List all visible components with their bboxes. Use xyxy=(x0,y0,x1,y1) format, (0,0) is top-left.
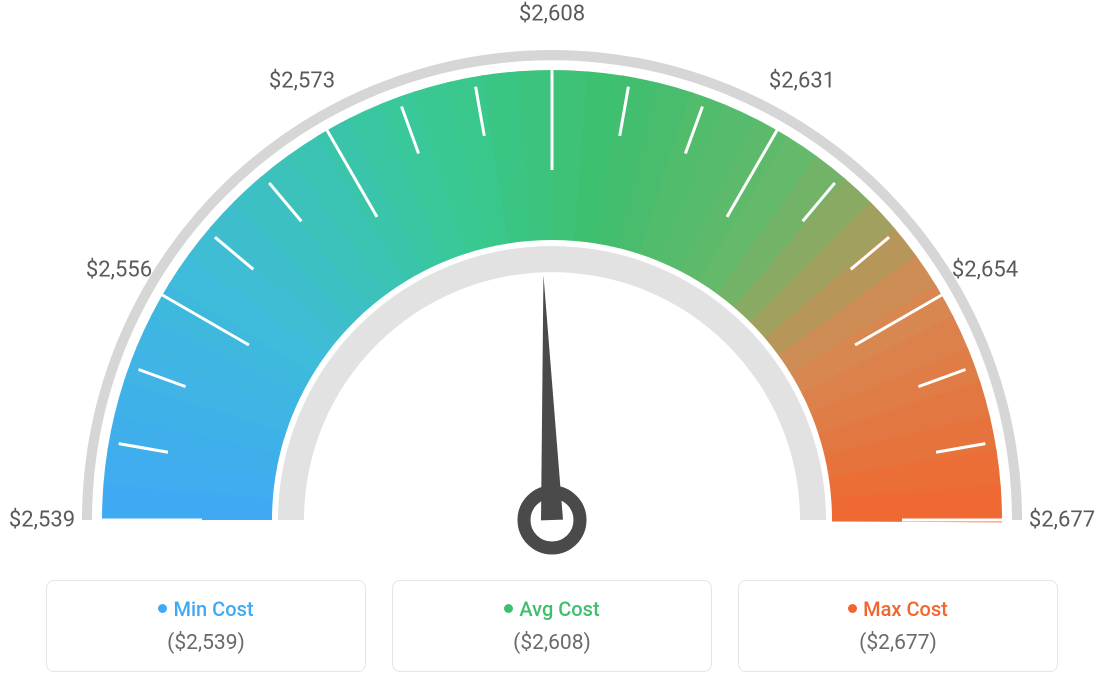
legend-row: Min Cost ($2,539) Avg Cost ($2,608) Max … xyxy=(0,560,1104,672)
gauge-tick-label: $2,608 xyxy=(519,2,585,27)
legend-value-max: ($2,677) xyxy=(751,631,1045,655)
gauge-tick-label: $2,654 xyxy=(952,258,1018,283)
gauge-container: $2,539 $2,556 $2,573 $2,608 $2,631 $2,654 $2,6… xyxy=(0,0,1104,560)
legend-label-max: Max Cost xyxy=(863,597,948,621)
legend-label-min: Min Cost xyxy=(173,597,253,621)
legend-label-avg: Avg Cost xyxy=(519,597,599,621)
legend-card-avg: Avg Cost ($2,608) xyxy=(392,580,712,672)
gauge-chart xyxy=(0,0,1104,560)
gauge-tick-label: $2,631 xyxy=(769,68,835,93)
dot-icon xyxy=(158,604,167,613)
gauge-tick-label: $2,539 xyxy=(9,508,75,533)
gauge-tick-label: $2,556 xyxy=(86,258,152,283)
legend-card-max: Max Cost ($2,677) xyxy=(738,580,1058,672)
dot-icon xyxy=(504,604,513,613)
legend-value-avg: ($2,608) xyxy=(405,631,699,655)
gauge-tick-label: $2,677 xyxy=(1029,508,1095,533)
legend-title-min: Min Cost xyxy=(59,597,353,621)
dot-icon xyxy=(848,604,857,613)
gauge-tick-label: $2,573 xyxy=(269,68,335,93)
legend-value-min: ($2,539) xyxy=(59,631,353,655)
legend-title-max: Max Cost xyxy=(751,597,1045,621)
legend-card-min: Min Cost ($2,539) xyxy=(46,580,366,672)
legend-title-avg: Avg Cost xyxy=(405,597,699,621)
